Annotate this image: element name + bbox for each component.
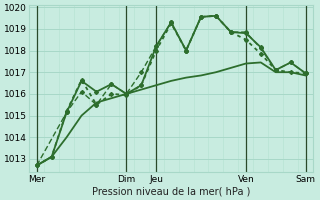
X-axis label: Pression niveau de la mer( hPa ): Pression niveau de la mer( hPa ) [92,187,250,197]
